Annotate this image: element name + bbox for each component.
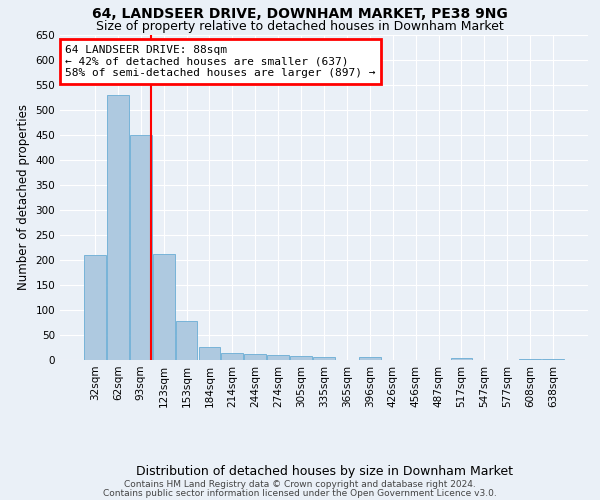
Bar bbox=[267, 355, 289, 360]
Bar bbox=[199, 346, 220, 360]
Bar bbox=[221, 352, 243, 360]
Bar bbox=[542, 358, 564, 360]
Text: 64, LANDSEER DRIVE, DOWNHAM MARKET, PE38 9NG: 64, LANDSEER DRIVE, DOWNHAM MARKET, PE38… bbox=[92, 8, 508, 22]
Bar bbox=[451, 358, 472, 360]
Text: 64 LANDSEER DRIVE: 88sqm
← 42% of detached houses are smaller (637)
58% of semi-: 64 LANDSEER DRIVE: 88sqm ← 42% of detach… bbox=[65, 45, 376, 78]
Bar bbox=[520, 359, 541, 360]
Bar bbox=[84, 255, 106, 360]
Text: Contains public sector information licensed under the Open Government Licence v3: Contains public sector information licen… bbox=[103, 488, 497, 498]
Bar bbox=[359, 357, 381, 360]
Text: Contains HM Land Registry data © Crown copyright and database right 2024.: Contains HM Land Registry data © Crown c… bbox=[124, 480, 476, 489]
X-axis label: Distribution of detached houses by size in Downham Market: Distribution of detached houses by size … bbox=[136, 466, 512, 478]
Text: Size of property relative to detached houses in Downham Market: Size of property relative to detached ho… bbox=[96, 20, 504, 33]
Bar bbox=[107, 95, 128, 360]
Bar bbox=[313, 356, 335, 360]
Y-axis label: Number of detached properties: Number of detached properties bbox=[17, 104, 30, 290]
Bar bbox=[153, 254, 175, 360]
Bar bbox=[176, 321, 197, 360]
Bar bbox=[290, 356, 312, 360]
Bar bbox=[130, 135, 152, 360]
Bar bbox=[244, 354, 266, 360]
